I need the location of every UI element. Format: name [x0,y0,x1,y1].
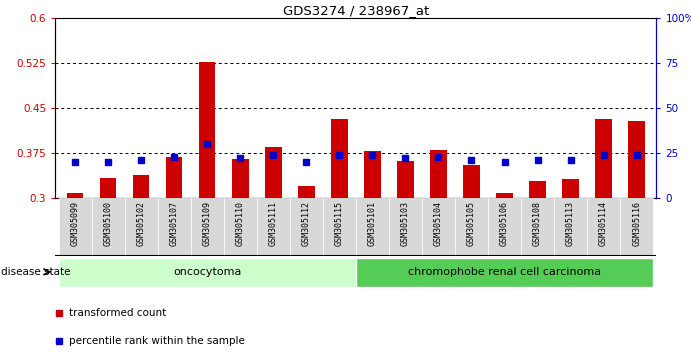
Bar [397,161,414,198]
Bar [620,198,653,256]
Bar [356,198,389,256]
Bar [224,198,257,256]
Bar [133,175,149,198]
Bar [199,62,216,198]
Text: GSM305102: GSM305102 [137,201,146,246]
Bar [59,198,92,256]
Bar [290,198,323,256]
Text: GSM305105: GSM305105 [467,201,476,246]
Title: GDS3274 / 238967_at: GDS3274 / 238967_at [283,4,429,17]
Bar [100,178,116,198]
Text: GSM305106: GSM305106 [500,201,509,246]
Bar [430,150,446,198]
Bar [323,198,356,256]
Text: GSM305107: GSM305107 [170,201,179,246]
Bar [166,157,182,198]
Text: GSM305111: GSM305111 [269,201,278,246]
Bar [496,193,513,198]
Bar [59,258,356,287]
Bar [587,198,620,256]
Text: percentile rank within the sample: percentile rank within the sample [68,336,245,347]
Text: chromophobe renal cell carcinoma: chromophobe renal cell carcinoma [408,267,601,277]
Bar [389,198,422,256]
Text: GSM305113: GSM305113 [566,201,575,246]
Bar [257,198,290,256]
Text: GSM305110: GSM305110 [236,201,245,246]
Bar [92,198,124,256]
Text: GSM305099: GSM305099 [70,201,79,246]
Text: disease state: disease state [1,267,70,277]
Bar [521,198,554,256]
Text: GSM305104: GSM305104 [434,201,443,246]
Bar [554,198,587,256]
Text: GSM305103: GSM305103 [401,201,410,246]
Bar [265,147,281,198]
Text: GSM305114: GSM305114 [599,201,608,246]
Bar [124,198,158,256]
Text: GSM305112: GSM305112 [302,201,311,246]
Bar [562,179,579,198]
Bar [191,198,224,256]
Bar [463,165,480,198]
Bar [67,193,84,198]
Text: oncocytoma: oncocytoma [173,267,241,277]
Text: GSM305101: GSM305101 [368,201,377,246]
Text: transformed count: transformed count [68,308,166,318]
Text: GSM305108: GSM305108 [533,201,542,246]
Text: GSM305109: GSM305109 [202,201,211,246]
Bar [422,198,455,256]
Bar [596,119,612,198]
Text: GSM305100: GSM305100 [104,201,113,246]
Bar [529,181,546,198]
Bar [298,186,314,198]
Bar [158,198,191,256]
Bar [455,198,488,256]
Text: GSM305116: GSM305116 [632,201,641,246]
Text: GSM305115: GSM305115 [335,201,344,246]
Bar [356,258,653,287]
Bar [628,121,645,198]
Bar [232,159,249,198]
Bar [331,119,348,198]
Bar [488,198,521,256]
Bar [364,151,381,198]
